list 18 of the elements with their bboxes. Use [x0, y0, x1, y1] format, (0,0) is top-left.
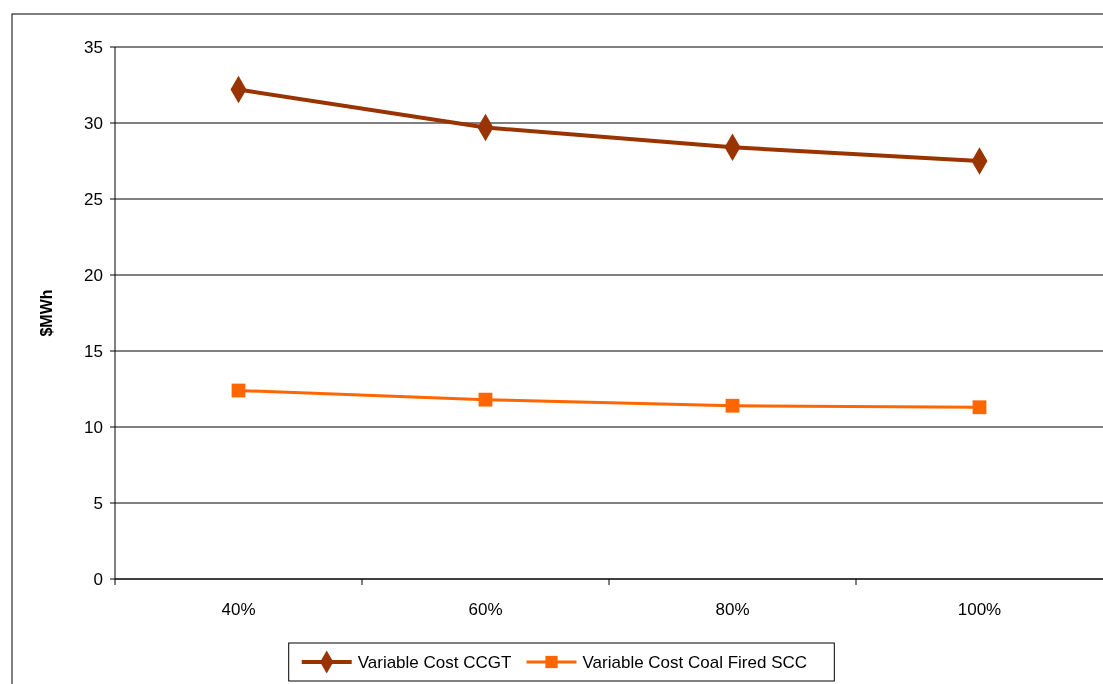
y-tick-label: 10 [84, 417, 103, 437]
y-tick-label: 0 [93, 569, 103, 589]
point [478, 392, 493, 407]
y-axis-title: $MWh [38, 289, 55, 337]
legend-label: Variable Cost Coal Fired SCC [582, 652, 808, 672]
point [972, 400, 987, 415]
legend-label: Variable Cost CCGT [357, 652, 512, 672]
y-tick-label: 15 [84, 341, 103, 361]
y-tick-label: 35 [84, 37, 103, 57]
y-tick-label: 25 [84, 189, 103, 209]
x-tick-label: 100% [957, 600, 1002, 619]
point [725, 398, 740, 413]
y-tick-label: 30 [84, 113, 103, 133]
y-tick-label: 20 [84, 265, 103, 285]
x-tick-label: 80% [715, 600, 750, 619]
x-tick-label: 60% [468, 600, 503, 619]
x-tick-label: 40% [221, 600, 256, 619]
y-tick-label: 5 [93, 493, 103, 513]
